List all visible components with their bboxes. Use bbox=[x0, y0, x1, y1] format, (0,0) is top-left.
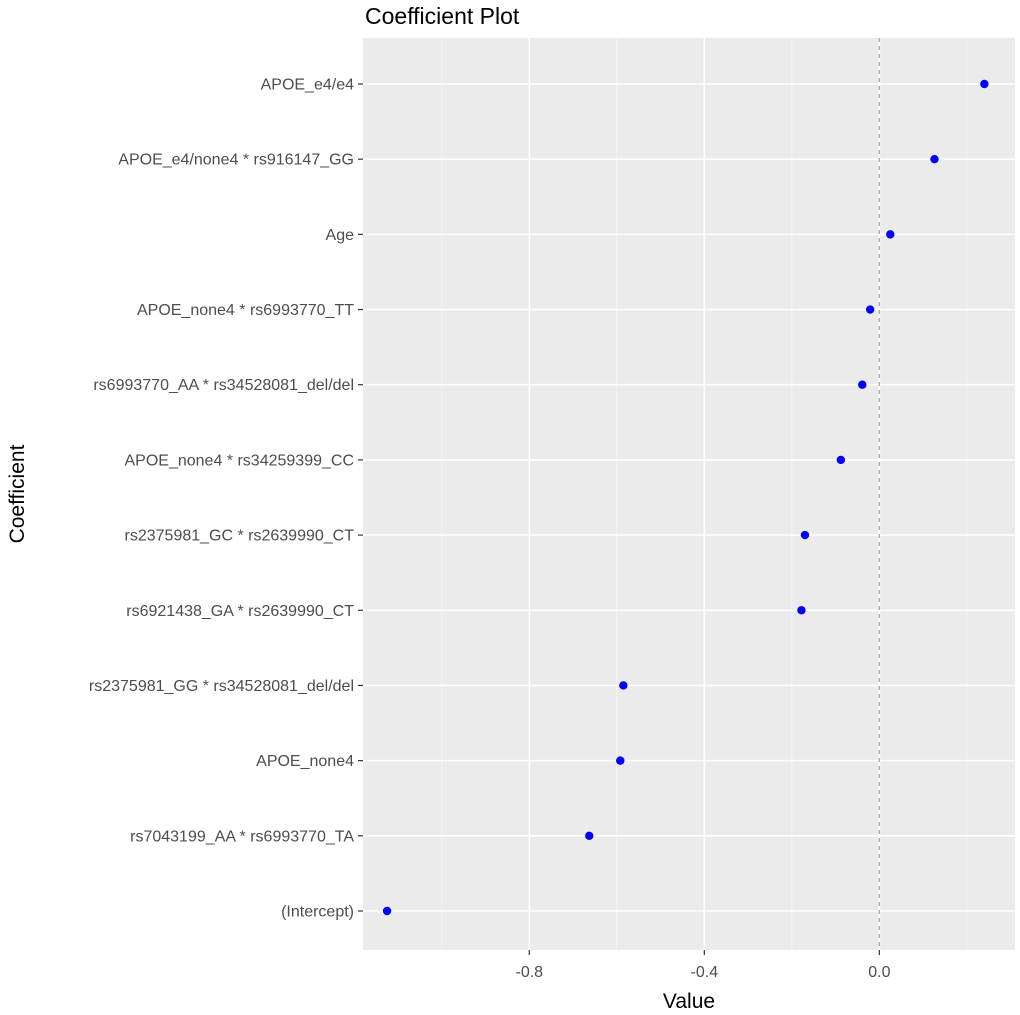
y-tick-label: Age bbox=[326, 227, 355, 244]
data-point bbox=[980, 79, 989, 89]
data-point bbox=[619, 681, 628, 690]
y-axis-ticks: APOE_e4/e4 APOE_e4/none4 * rs916147_GG Age… bbox=[89, 77, 363, 921]
chart-title: Coefficient Plot bbox=[365, 3, 520, 29]
x-tick-label: 0.0 bbox=[868, 964, 890, 981]
y-axis-title: Coefficient bbox=[6, 444, 29, 543]
data-point bbox=[616, 756, 625, 765]
y-tick-label: APOE_e4/e4 bbox=[261, 77, 355, 94]
data-point bbox=[886, 230, 895, 239]
x-axis-ticks: -0.8 -0.4 0.0 bbox=[515, 950, 891, 981]
y-tick-label: APOE_none4 * rs6993770_TT bbox=[137, 302, 354, 319]
y-tick-label: APOE_none4 bbox=[256, 753, 354, 770]
data-point bbox=[585, 831, 594, 841]
data-point bbox=[865, 305, 875, 314]
data-point bbox=[930, 154, 939, 164]
data-point bbox=[797, 606, 806, 615]
y-tick-label: rs7043199_AA * rs6993770_TA bbox=[130, 828, 354, 845]
y-tick-label: (Intercept) bbox=[281, 904, 354, 921]
y-tick-label: APOE_none4 * rs34259399_CC bbox=[125, 452, 355, 469]
x-tick-label: -0.8 bbox=[515, 964, 543, 981]
grid-minor-lines bbox=[441, 38, 968, 950]
grid-major-lines bbox=[363, 38, 1015, 950]
x-tick-label: -0.4 bbox=[691, 964, 719, 981]
data-points bbox=[382, 79, 989, 916]
y-tick-label: rs2375981_GG * rs34528081_del/del bbox=[89, 678, 354, 695]
data-point bbox=[382, 906, 392, 916]
y-tick-label: rs6993770_AA * rs34528081_del/del bbox=[93, 377, 354, 394]
x-axis-title: Value bbox=[663, 990, 715, 1013]
data-point bbox=[836, 455, 846, 465]
y-tick-label: APOE_e4/none4 * rs916147_GG bbox=[118, 152, 354, 169]
y-tick-label: rs6921438_GA * rs2639990_CT bbox=[126, 603, 354, 620]
plot-panel bbox=[363, 38, 1015, 950]
y-tick-label: rs2375981_GC * rs2639990_CT bbox=[125, 528, 355, 545]
data-point bbox=[800, 530, 810, 540]
data-point bbox=[858, 380, 867, 389]
